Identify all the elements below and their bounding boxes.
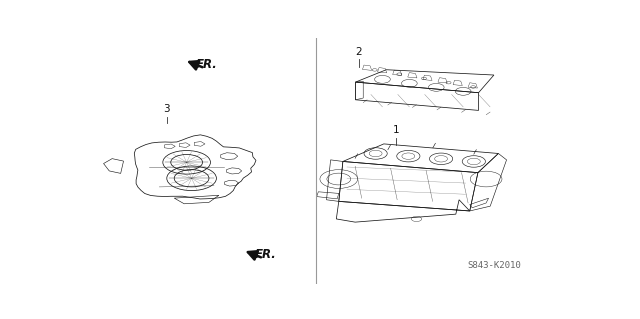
- Text: FR.: FR.: [255, 249, 276, 262]
- Text: S843-K2010: S843-K2010: [467, 261, 521, 271]
- Text: 1: 1: [393, 125, 400, 135]
- Text: 2: 2: [355, 47, 362, 57]
- Text: FR.: FR.: [196, 58, 218, 71]
- Text: 3: 3: [163, 104, 170, 115]
